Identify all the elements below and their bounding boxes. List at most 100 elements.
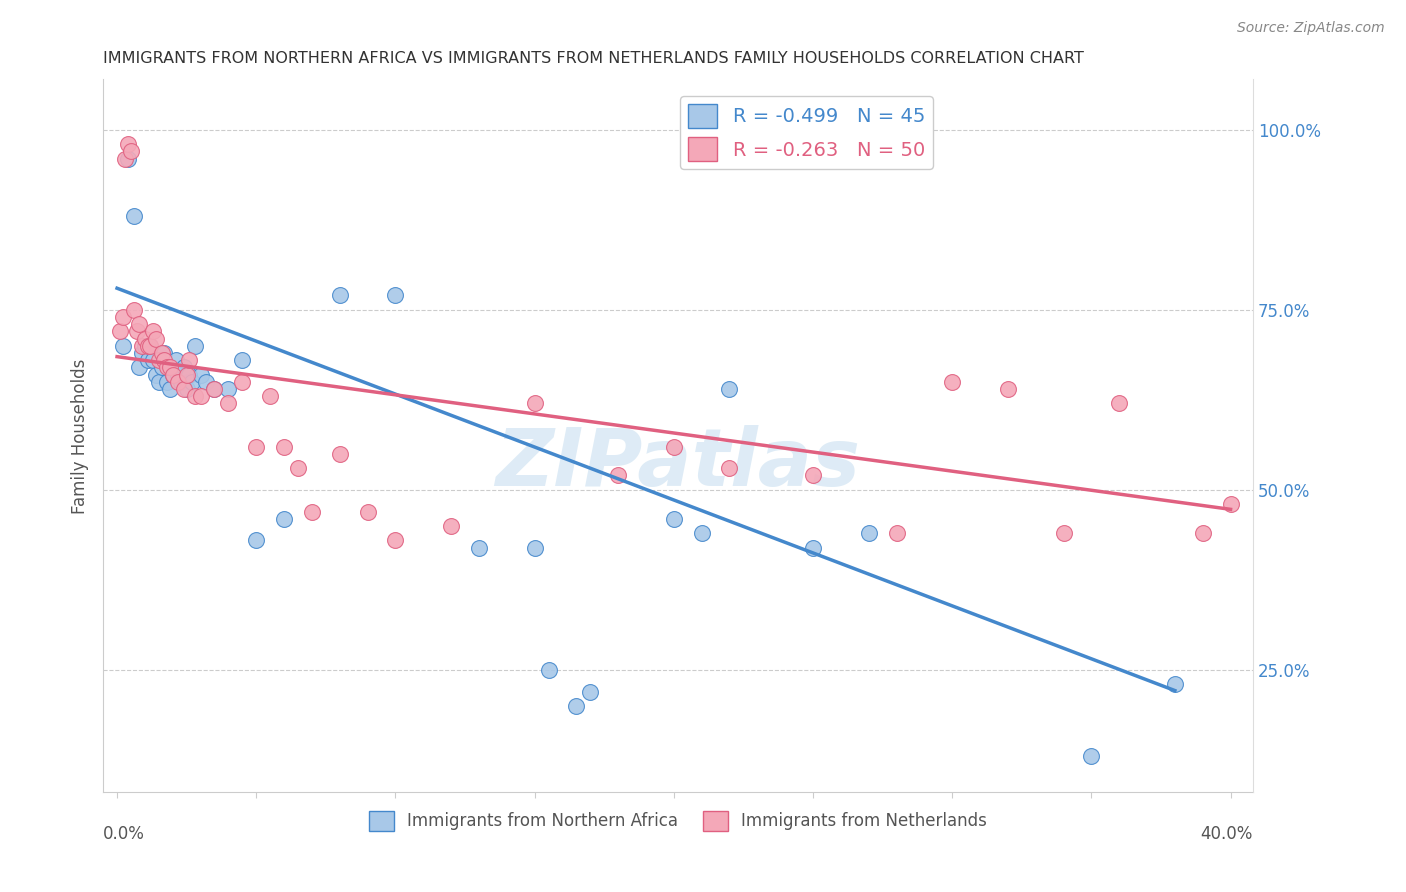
Point	[125, 325, 148, 339]
Point	[159, 360, 181, 375]
Point	[145, 368, 167, 382]
Point	[184, 389, 207, 403]
Point	[217, 396, 239, 410]
Text: Source: ZipAtlas.com: Source: ZipAtlas.com	[1237, 21, 1385, 35]
Point	[184, 339, 207, 353]
Point	[136, 339, 159, 353]
Point	[245, 440, 267, 454]
Point	[142, 325, 165, 339]
Point	[139, 339, 162, 353]
Point	[139, 339, 162, 353]
Point	[1219, 497, 1241, 511]
Point	[179, 353, 201, 368]
Point	[108, 325, 131, 339]
Point	[801, 541, 824, 555]
Point	[801, 468, 824, 483]
Point	[1164, 677, 1187, 691]
Y-axis label: Family Households: Family Households	[72, 359, 89, 514]
Point	[440, 519, 463, 533]
Point	[523, 541, 546, 555]
Point	[117, 152, 139, 166]
Point	[120, 145, 142, 159]
Point	[111, 310, 134, 324]
Point	[167, 368, 190, 382]
Point	[122, 209, 145, 223]
Point	[204, 382, 226, 396]
Point	[384, 288, 406, 302]
Point	[718, 382, 741, 396]
Legend: Immigrants from Northern Africa, Immigrants from Netherlands: Immigrants from Northern Africa, Immigra…	[363, 804, 994, 838]
Point	[181, 375, 204, 389]
Point	[159, 382, 181, 396]
Text: ZIPatlas: ZIPatlas	[495, 425, 860, 503]
Point	[167, 375, 190, 389]
Point	[134, 332, 156, 346]
Point	[162, 368, 184, 382]
Point	[245, 533, 267, 548]
Point	[173, 360, 195, 375]
Point	[356, 504, 378, 518]
Point	[329, 288, 352, 302]
Point	[1052, 526, 1074, 541]
Point	[468, 541, 491, 555]
Point	[117, 137, 139, 152]
Point	[195, 375, 218, 389]
Point	[150, 360, 173, 375]
Point	[131, 346, 153, 360]
Point	[134, 339, 156, 353]
Point	[153, 353, 176, 368]
Point	[111, 339, 134, 353]
Point	[579, 684, 602, 698]
Point	[190, 368, 212, 382]
Point	[886, 526, 908, 541]
Point	[607, 468, 630, 483]
Point	[170, 375, 193, 389]
Point	[858, 526, 880, 541]
Point	[142, 353, 165, 368]
Point	[179, 368, 201, 382]
Point	[329, 447, 352, 461]
Point	[128, 360, 150, 375]
Point	[231, 353, 253, 368]
Point	[301, 504, 323, 518]
Point	[204, 382, 226, 396]
Point	[997, 382, 1019, 396]
Point	[122, 302, 145, 317]
Point	[273, 440, 295, 454]
Point	[718, 461, 741, 475]
Point	[190, 389, 212, 403]
Point	[384, 533, 406, 548]
Point	[1191, 526, 1213, 541]
Point	[662, 440, 685, 454]
Point	[259, 389, 281, 403]
Point	[145, 332, 167, 346]
Point	[231, 375, 253, 389]
Point	[136, 353, 159, 368]
Point	[565, 698, 588, 713]
Point	[537, 663, 560, 677]
Text: 40.0%: 40.0%	[1201, 824, 1253, 843]
Point	[176, 368, 198, 382]
Point	[1080, 749, 1102, 764]
Point	[156, 375, 179, 389]
Point	[523, 396, 546, 410]
Point	[176, 382, 198, 396]
Point	[273, 512, 295, 526]
Point	[217, 382, 239, 396]
Point	[162, 368, 184, 382]
Text: IMMIGRANTS FROM NORTHERN AFRICA VS IMMIGRANTS FROM NETHERLANDS FAMILY HOUSEHOLDS: IMMIGRANTS FROM NORTHERN AFRICA VS IMMIG…	[103, 51, 1084, 66]
Point	[662, 512, 685, 526]
Point	[131, 339, 153, 353]
Point	[156, 360, 179, 375]
Point	[148, 375, 170, 389]
Point	[148, 353, 170, 368]
Text: 0.0%: 0.0%	[103, 824, 145, 843]
Point	[114, 152, 136, 166]
Point	[150, 346, 173, 360]
Point	[153, 346, 176, 360]
Point	[287, 461, 309, 475]
Point	[941, 375, 963, 389]
Point	[173, 382, 195, 396]
Point	[128, 317, 150, 331]
Point	[1108, 396, 1130, 410]
